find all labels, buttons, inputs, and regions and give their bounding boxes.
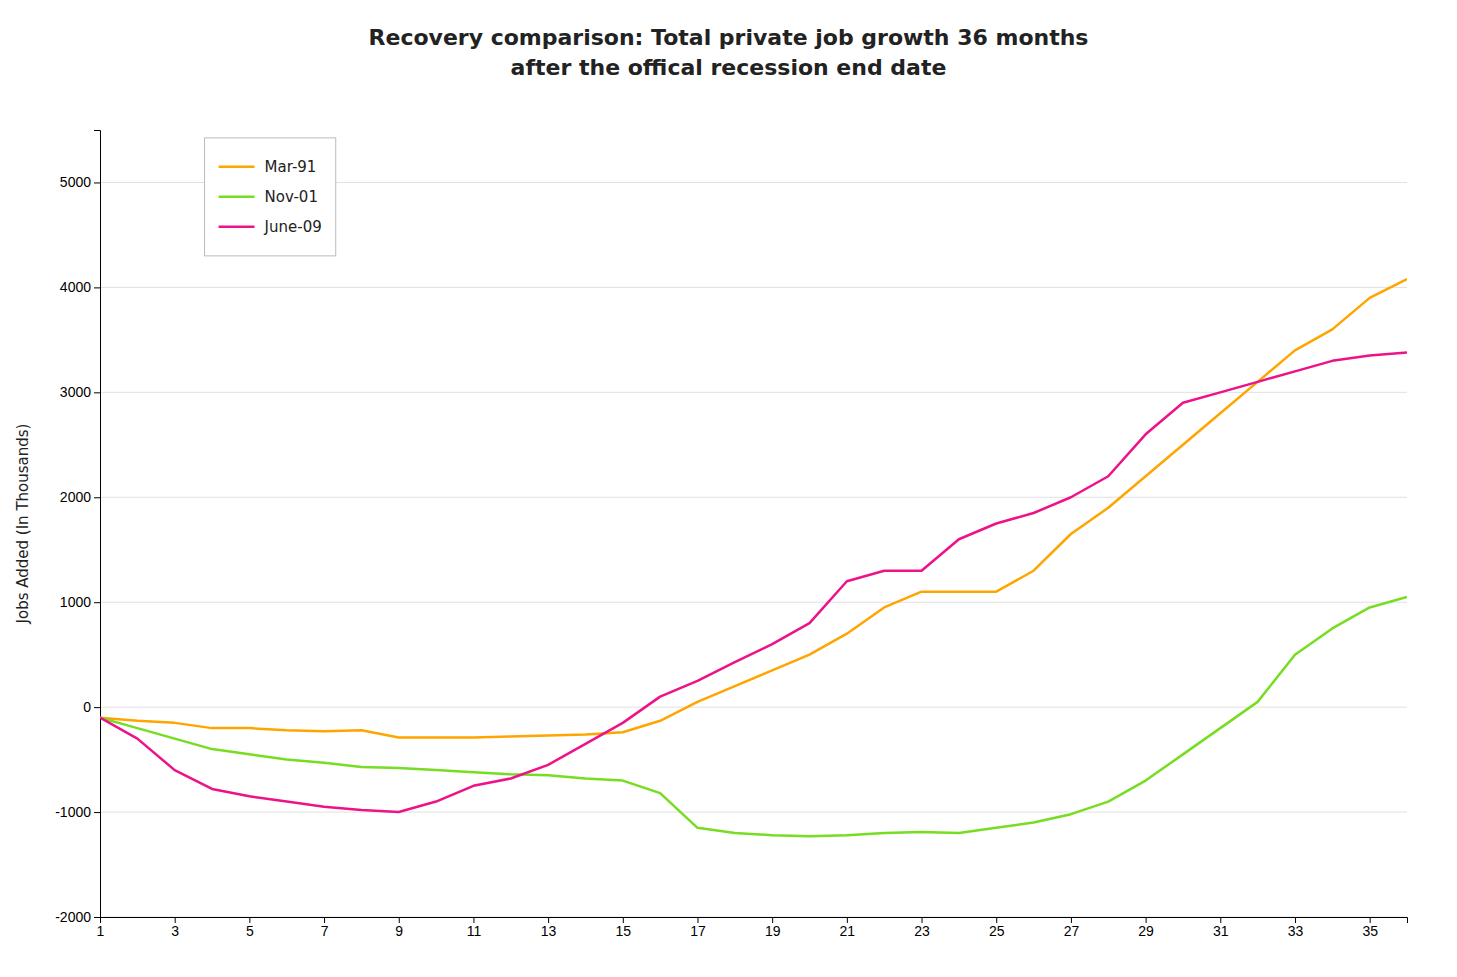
x-tick: 11 xyxy=(467,917,482,939)
title-group: Recovery comparison: Total private job g… xyxy=(369,25,1089,80)
y-tick-label: 0 xyxy=(83,699,91,715)
x-tick-label: 35 xyxy=(1362,923,1378,939)
legend-swatch xyxy=(219,166,255,169)
y-tick-mark xyxy=(94,287,100,288)
y-tick-label: 4000 xyxy=(60,279,91,295)
legend-item: Mar-91 xyxy=(219,158,317,176)
x-tick: 23 xyxy=(914,917,930,939)
x-tick-label: 13 xyxy=(541,923,557,939)
x-tick: 25 xyxy=(989,917,1005,939)
y-tick-label: -2000 xyxy=(55,909,91,925)
y-tick: -1000 xyxy=(55,804,100,820)
x-tick-label: 27 xyxy=(1064,923,1080,939)
lines xyxy=(100,279,1407,836)
legend-swatch xyxy=(219,226,255,229)
series-line xyxy=(100,279,1407,738)
y-tick: 3000 xyxy=(60,384,100,400)
x-tick: 21 xyxy=(840,917,856,939)
y-tick: 0 xyxy=(83,699,100,715)
legend-label: Nov-01 xyxy=(265,188,318,206)
x-tick-label: 3 xyxy=(171,923,179,939)
x-tick: 1 xyxy=(97,917,105,939)
y-tick-mark xyxy=(94,497,100,498)
y-tick-mark xyxy=(94,602,100,603)
x-tick: 27 xyxy=(1064,917,1080,939)
x-tick-label: 23 xyxy=(914,923,930,939)
title: Recovery comparison: Total private job g… xyxy=(369,25,1089,50)
legend: Mar-91 Nov-01 June-09 xyxy=(205,138,336,256)
y-tick-mark xyxy=(94,707,100,708)
x-tick: 29 xyxy=(1138,917,1154,939)
x-tick: 17 xyxy=(690,917,706,939)
y-axis-title: Jobs Added (In Thousands) xyxy=(14,424,32,625)
legend-swatch xyxy=(219,196,255,199)
y-tick-label: -1000 xyxy=(55,804,91,820)
y-axis: -2000 -1000 0 1000 2000 3000 4000 5000 xyxy=(55,131,100,925)
y-tick-label: 3000 xyxy=(60,384,91,400)
grid-line xyxy=(100,497,1407,498)
x-tick: 13 xyxy=(541,917,557,939)
y-tick-label: 1000 xyxy=(60,594,91,610)
series-line xyxy=(100,597,1407,836)
grid-line xyxy=(100,602,1407,603)
x-tick: 15 xyxy=(616,917,632,939)
y-tick-label: 2000 xyxy=(60,489,91,505)
y-tick: 5000 xyxy=(60,174,100,190)
y-tick: 4000 xyxy=(60,279,100,295)
x-tick-label: 31 xyxy=(1213,923,1229,939)
legend-item: June-09 xyxy=(219,218,322,236)
y-tick: 2000 xyxy=(60,489,100,505)
x-tick-label: 7 xyxy=(321,923,329,939)
grid xyxy=(100,182,1407,917)
y-tick-mark xyxy=(94,917,100,918)
x-tick-label: 5 xyxy=(246,923,254,939)
y-tick: 1000 xyxy=(60,594,100,610)
x-tick-label: 11 xyxy=(467,923,482,939)
x-tick: 31 xyxy=(1213,917,1229,939)
x-tick-label: 9 xyxy=(395,923,403,939)
grid-line xyxy=(100,287,1407,288)
x-tick: 3 xyxy=(171,917,179,939)
grid-line xyxy=(100,812,1407,813)
legend-label: June-09 xyxy=(264,218,322,236)
x-tick-label: 29 xyxy=(1138,923,1154,939)
y-tick: -2000 xyxy=(55,909,100,925)
x-tick: 33 xyxy=(1288,917,1304,939)
x-tick: 19 xyxy=(765,917,781,939)
x-tick-label: 1 xyxy=(97,923,105,939)
x-tick-label: 21 xyxy=(840,923,856,939)
x-tick: 9 xyxy=(395,917,403,939)
y-tick-mark xyxy=(94,812,100,813)
subtitle: after the offical recession end date xyxy=(511,55,947,80)
x-tick-label: 17 xyxy=(690,923,706,939)
chart: Recovery comparison: Total private job g… xyxy=(0,0,1457,977)
grid-line xyxy=(100,707,1407,708)
x-tick-label: 25 xyxy=(989,923,1005,939)
y-tick-mark xyxy=(94,182,100,183)
grid-line xyxy=(100,392,1407,393)
plot-area: 1357911131517192123252729313335-2000-100… xyxy=(14,131,1408,939)
x-tick: 7 xyxy=(321,917,329,939)
x-tick: 5 xyxy=(246,917,254,939)
y-tick-mark xyxy=(94,392,100,393)
x-axis-line xyxy=(101,918,1408,924)
x-tick-label: 33 xyxy=(1288,923,1304,939)
x-tick-label: 19 xyxy=(765,923,781,939)
x-tick-label: 15 xyxy=(616,923,632,939)
y-axis-line xyxy=(94,131,101,918)
series-line xyxy=(100,352,1407,812)
legend-label: Mar-91 xyxy=(265,158,317,176)
x-axis: 1357911131517192123252729313335 xyxy=(97,917,1408,939)
x-tick: 35 xyxy=(1362,917,1378,939)
y-tick-label: 5000 xyxy=(60,174,91,190)
legend-box xyxy=(205,138,336,256)
legend-item: Nov-01 xyxy=(219,188,318,206)
